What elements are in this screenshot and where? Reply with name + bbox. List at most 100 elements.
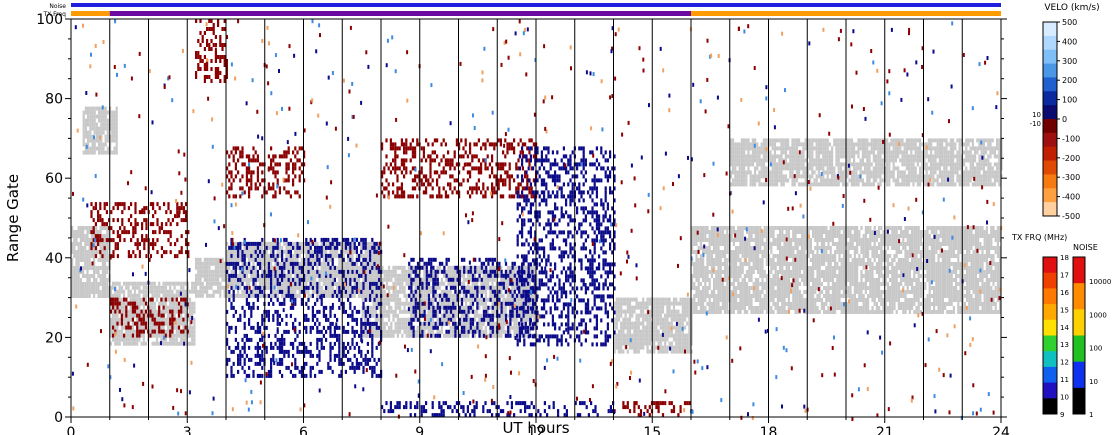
velocity-colorbar-small-label: 10 [1032,111,1041,119]
txfreq-swatch [1043,288,1057,305]
txfreq-colorbar-label: 16 [1060,289,1069,297]
region-positive-velocity-17 [381,401,615,418]
y-tick-label: 20 [45,330,63,346]
txfreq-colorbar-label: 10 [1060,394,1069,402]
velocity-colorbar-label: -500 [1062,212,1080,221]
region-ground-scatter-5 [613,297,693,354]
velocity-swatch [1043,49,1057,65]
velocity-colorbar-label: 100 [1062,96,1077,105]
hour-gridlines [109,19,1002,417]
x-tick-label: 15 [643,425,661,435]
txfreq-colorbar: TX FRQ (MHz) 18 17 16 15 14 13 12 11 10 9 [1011,233,1069,419]
top-status-bars: Noise TX Freq [42,3,1001,18]
plot-area: 0 3 6 9 12 15 18 21 24 0 20 40 60 80 100 [36,12,1010,435]
txfreq-segment-2 [691,11,1001,16]
txfreq-swatch [1043,398,1057,415]
y-tick-label: 60 [45,171,63,187]
txfreq-colorbar-title: TX FRQ (MHz) [1011,233,1067,242]
y-tick-label: 80 [45,92,63,108]
txfreq-swatch [1043,335,1057,352]
x-tick-label: 12 [527,425,545,435]
noise-colorbar-label: 1000 [1089,311,1107,319]
txfreq-swatch [1043,351,1057,368]
velocity-swatch [1043,91,1057,106]
velocity-swatch [1043,105,1057,120]
txfreq-bar [71,11,1001,16]
velocity-swatch [1043,174,1057,189]
txfreq-colorbar-label: 15 [1060,306,1069,314]
noise-bar [71,3,1001,7]
velocity-swatch [1043,202,1057,217]
txfreq-swatch [1043,319,1057,336]
txfreq-colorbar-label: 13 [1060,341,1069,349]
txfreq-colorbar-label: 11 [1060,376,1069,384]
velocity-colorbar-small-label: -10 [1030,120,1041,128]
noise-colorbar-label: 1 [1089,411,1093,419]
txfreq-segment-0 [71,11,110,16]
txfreq-colorbar-label: 17 [1060,271,1069,279]
x-tick-label: 9 [415,425,424,435]
velocity-colorbar-label: 500 [1062,18,1077,27]
y-axis-label: Range Gate [4,174,22,262]
x-tick-label: 0 [67,425,76,435]
y-tick-label: 100 [36,12,63,28]
velocity-swatch [1043,160,1057,175]
velocity-swatch [1043,132,1057,148]
velocity-swatch [1043,35,1057,51]
noise-swatch [1073,335,1085,363]
velocity-colorbar-label: 400 [1062,37,1077,46]
noise-swatch [1073,387,1085,415]
velocity-colorbar-label: -200 [1062,154,1080,163]
velocity-swatch [1043,77,1057,92]
txfreq-swatch [1043,272,1057,289]
velocity-colorbar-label: 300 [1062,57,1077,66]
txfreq-swatch [1043,257,1057,274]
y-tick-label: 0 [54,410,63,426]
data-regions [71,19,1003,421]
txfreq-swatch [1043,382,1057,399]
noise-colorbar-title: NOISE [1073,243,1098,252]
x-axis-label: UT hours [502,419,569,435]
noise-colorbar-label: 10000 [1089,278,1111,286]
y-axis-ticks: 0 20 40 60 80 100 [36,12,1007,426]
txfreq-colorbar-label: 9 [1060,411,1064,419]
txfreq-swatch [1043,304,1057,321]
velocity-colorbar-label: 0 [1062,115,1067,124]
region-negative-velocity-9 [90,202,190,259]
y-tick-label: 40 [45,251,63,267]
noise-swatch [1073,257,1085,284]
noise-bar-label: Noise [49,3,66,10]
velocity-swatch [1043,119,1057,134]
sparse-echoes [71,19,1003,421]
velocity-colorbar-label: -100 [1062,134,1080,143]
velocity-swatch [1043,146,1057,162]
region-ground-scatter-8 [729,138,1003,187]
noise-colorbar: NOISE 10000 1000 100 10 1 [1072,243,1111,419]
velocity-swatch [1043,22,1057,37]
noise-swatch [1073,283,1085,310]
velocity-colorbar-label: -300 [1062,173,1080,182]
txfreq-colorbar-label: 18 [1060,254,1069,262]
velocity-colorbar-title: VELO (km/s) [1044,3,1099,13]
txfreq-colorbar-label: 12 [1060,359,1069,367]
velocity-colorbar: VELO (km/s) 500 400 300 200 100 0 -100 -200 -300… [1030,3,1100,221]
velocity-swatch [1043,63,1057,78]
x-tick-label: 3 [183,425,192,435]
noise-swatch [1073,361,1085,389]
region-ground-scatter-0 [71,226,111,298]
noise-colorbar-label: 100 [1089,345,1102,353]
velocity-colorbar-label: 200 [1062,76,1077,85]
txfreq-bar-label: TX Freq [42,11,66,18]
region-ground-scatter-6 [691,226,1002,314]
region-negative-velocity-11 [195,19,228,83]
velocity-swatch [1043,188,1057,203]
velocity-colorbar-label: -400 [1062,193,1080,202]
x-tick-label: 21 [876,425,894,435]
noise-swatch [1073,309,1085,336]
x-axis-ticks: 0 3 6 9 12 15 18 21 24 [67,417,1010,435]
noise-colorbar-label: 10 [1089,378,1098,386]
x-tick-label: 24 [992,425,1010,435]
x-tick-label: 6 [299,425,308,435]
txfreq-swatch [1043,366,1057,384]
